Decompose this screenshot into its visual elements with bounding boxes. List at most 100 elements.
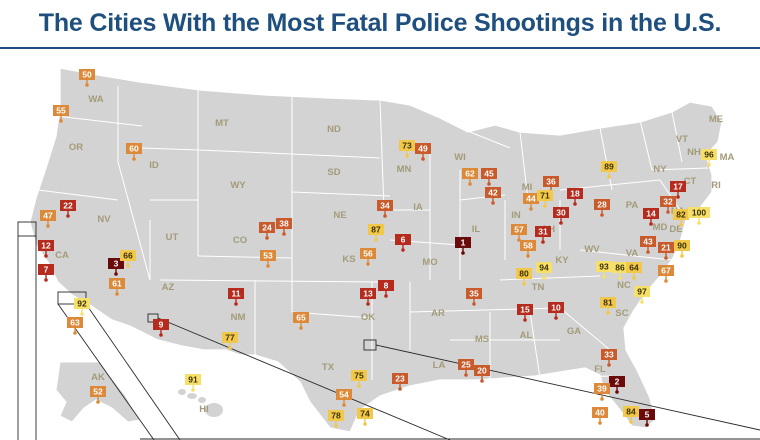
rank-marker: 50 [79, 69, 95, 87]
state-label: AR [431, 308, 445, 319]
state-label: WY [230, 180, 246, 191]
rank-number: 84 [626, 407, 636, 417]
rank-markers: 50 55 60 47 22 12 7 3 66 61 92 63 9 11 7… [38, 69, 717, 428]
state-label: MA [720, 152, 735, 163]
rank-marker: 28 [594, 199, 610, 217]
rank-number: 40 [595, 408, 605, 418]
rank-marker: 49 [415, 143, 431, 161]
state-label: PA [626, 200, 639, 211]
state-label: ND [327, 124, 341, 135]
rank-number: 42 [488, 188, 498, 198]
rank-number: 54 [339, 390, 349, 400]
title-underline [0, 47, 760, 49]
state-label: MD [653, 222, 668, 233]
rank-number: 92 [77, 299, 87, 309]
rank-marker: 47 [40, 210, 56, 228]
rank-marker: 94 [536, 262, 552, 280]
rank-marker: 65 [293, 312, 309, 330]
rank-marker: 15 [517, 304, 533, 322]
rank-marker: 53 [260, 250, 276, 268]
rank-number: 96 [704, 150, 714, 160]
rank-marker: 45 [481, 168, 497, 186]
rank-marker: 86 [612, 262, 628, 280]
rank-number: 74 [360, 409, 370, 419]
rank-number: 12 [41, 241, 51, 251]
rank-number: 66 [123, 251, 133, 261]
rank-marker: 6 [395, 234, 411, 252]
rank-marker: 33 [601, 349, 617, 367]
rank-number: 17 [673, 182, 683, 192]
rank-marker: 10 [548, 302, 564, 320]
rank-number: 32 [663, 197, 673, 207]
rank-number: 43 [643, 237, 653, 247]
rank-number: 61 [112, 279, 122, 289]
rank-marker: 43 [640, 236, 656, 254]
rank-marker: 25 [458, 359, 474, 377]
rank-marker: 38 [276, 218, 292, 236]
rank-marker: 30 [553, 207, 569, 225]
rank-marker: 5 [639, 409, 655, 427]
rank-marker: 92 [74, 298, 90, 316]
state-label: WI [454, 152, 466, 163]
rank-number: 39 [597, 384, 607, 394]
rank-marker: 24 [259, 222, 275, 240]
rank-marker: 18 [567, 188, 583, 206]
rank-marker: 17 [670, 181, 686, 199]
rank-marker: 97 [634, 286, 650, 304]
rank-number: 62 [465, 169, 475, 179]
state-label: OK [361, 312, 375, 323]
rank-number: 67 [661, 266, 671, 276]
state-label: AL [520, 330, 533, 341]
rank-number: 6 [401, 235, 406, 245]
rank-number: 71 [540, 191, 550, 201]
rank-marker: 12 [38, 240, 54, 258]
state-label: VA [626, 248, 639, 259]
rank-marker: 1 [455, 237, 471, 255]
rank-marker: 11 [228, 288, 244, 306]
rank-number: 18 [570, 189, 580, 199]
rank-marker: 57 [511, 224, 527, 242]
rank-marker: 40 [592, 407, 608, 425]
rank-number: 97 [637, 287, 647, 297]
rank-number: 20 [477, 366, 487, 376]
rank-marker: 91 [185, 374, 201, 392]
rank-marker: 32 [660, 196, 676, 214]
rank-number: 75 [354, 371, 364, 381]
rank-number: 58 [523, 241, 533, 251]
state-label: ID [149, 160, 159, 171]
rank-marker: 54 [336, 389, 352, 407]
rank-marker: 55 [53, 105, 69, 123]
rank-number: 30 [556, 208, 566, 218]
rank-number: 87 [371, 225, 381, 235]
rank-marker: 52 [90, 386, 106, 404]
state-label: SC [615, 308, 628, 319]
rank-marker: 42 [485, 187, 501, 205]
inset-lines [17, 221, 760, 440]
state-label: NH [687, 147, 701, 158]
rank-marker: 82 [673, 209, 689, 227]
state-label: CA [55, 250, 69, 261]
state-label: UT [166, 232, 179, 243]
rank-marker: 61 [109, 278, 125, 296]
state-label: LA [433, 360, 446, 371]
rank-number: 49 [418, 144, 428, 154]
rank-number: 2 [615, 377, 620, 387]
state-label: FL [594, 364, 606, 375]
rank-number: 93 [599, 262, 609, 272]
state-label: TN [532, 282, 545, 293]
rank-number: 90 [677, 241, 687, 251]
rank-number: 100 [692, 208, 706, 218]
state-label: ME [709, 114, 723, 125]
state-label: IL [472, 224, 481, 235]
rank-number: 80 [519, 269, 529, 279]
state-label: AK [91, 372, 105, 383]
rank-marker: 8 [378, 280, 394, 298]
rank-marker: 77 [222, 332, 238, 350]
state-label: CT [684, 176, 697, 187]
rank-marker: 34 [377, 200, 393, 218]
rank-number: 91 [188, 375, 198, 385]
state-label: HI [199, 404, 209, 415]
rank-number: 33 [604, 350, 614, 360]
state-borders [37, 86, 709, 380]
rank-number: 36 [546, 177, 556, 187]
